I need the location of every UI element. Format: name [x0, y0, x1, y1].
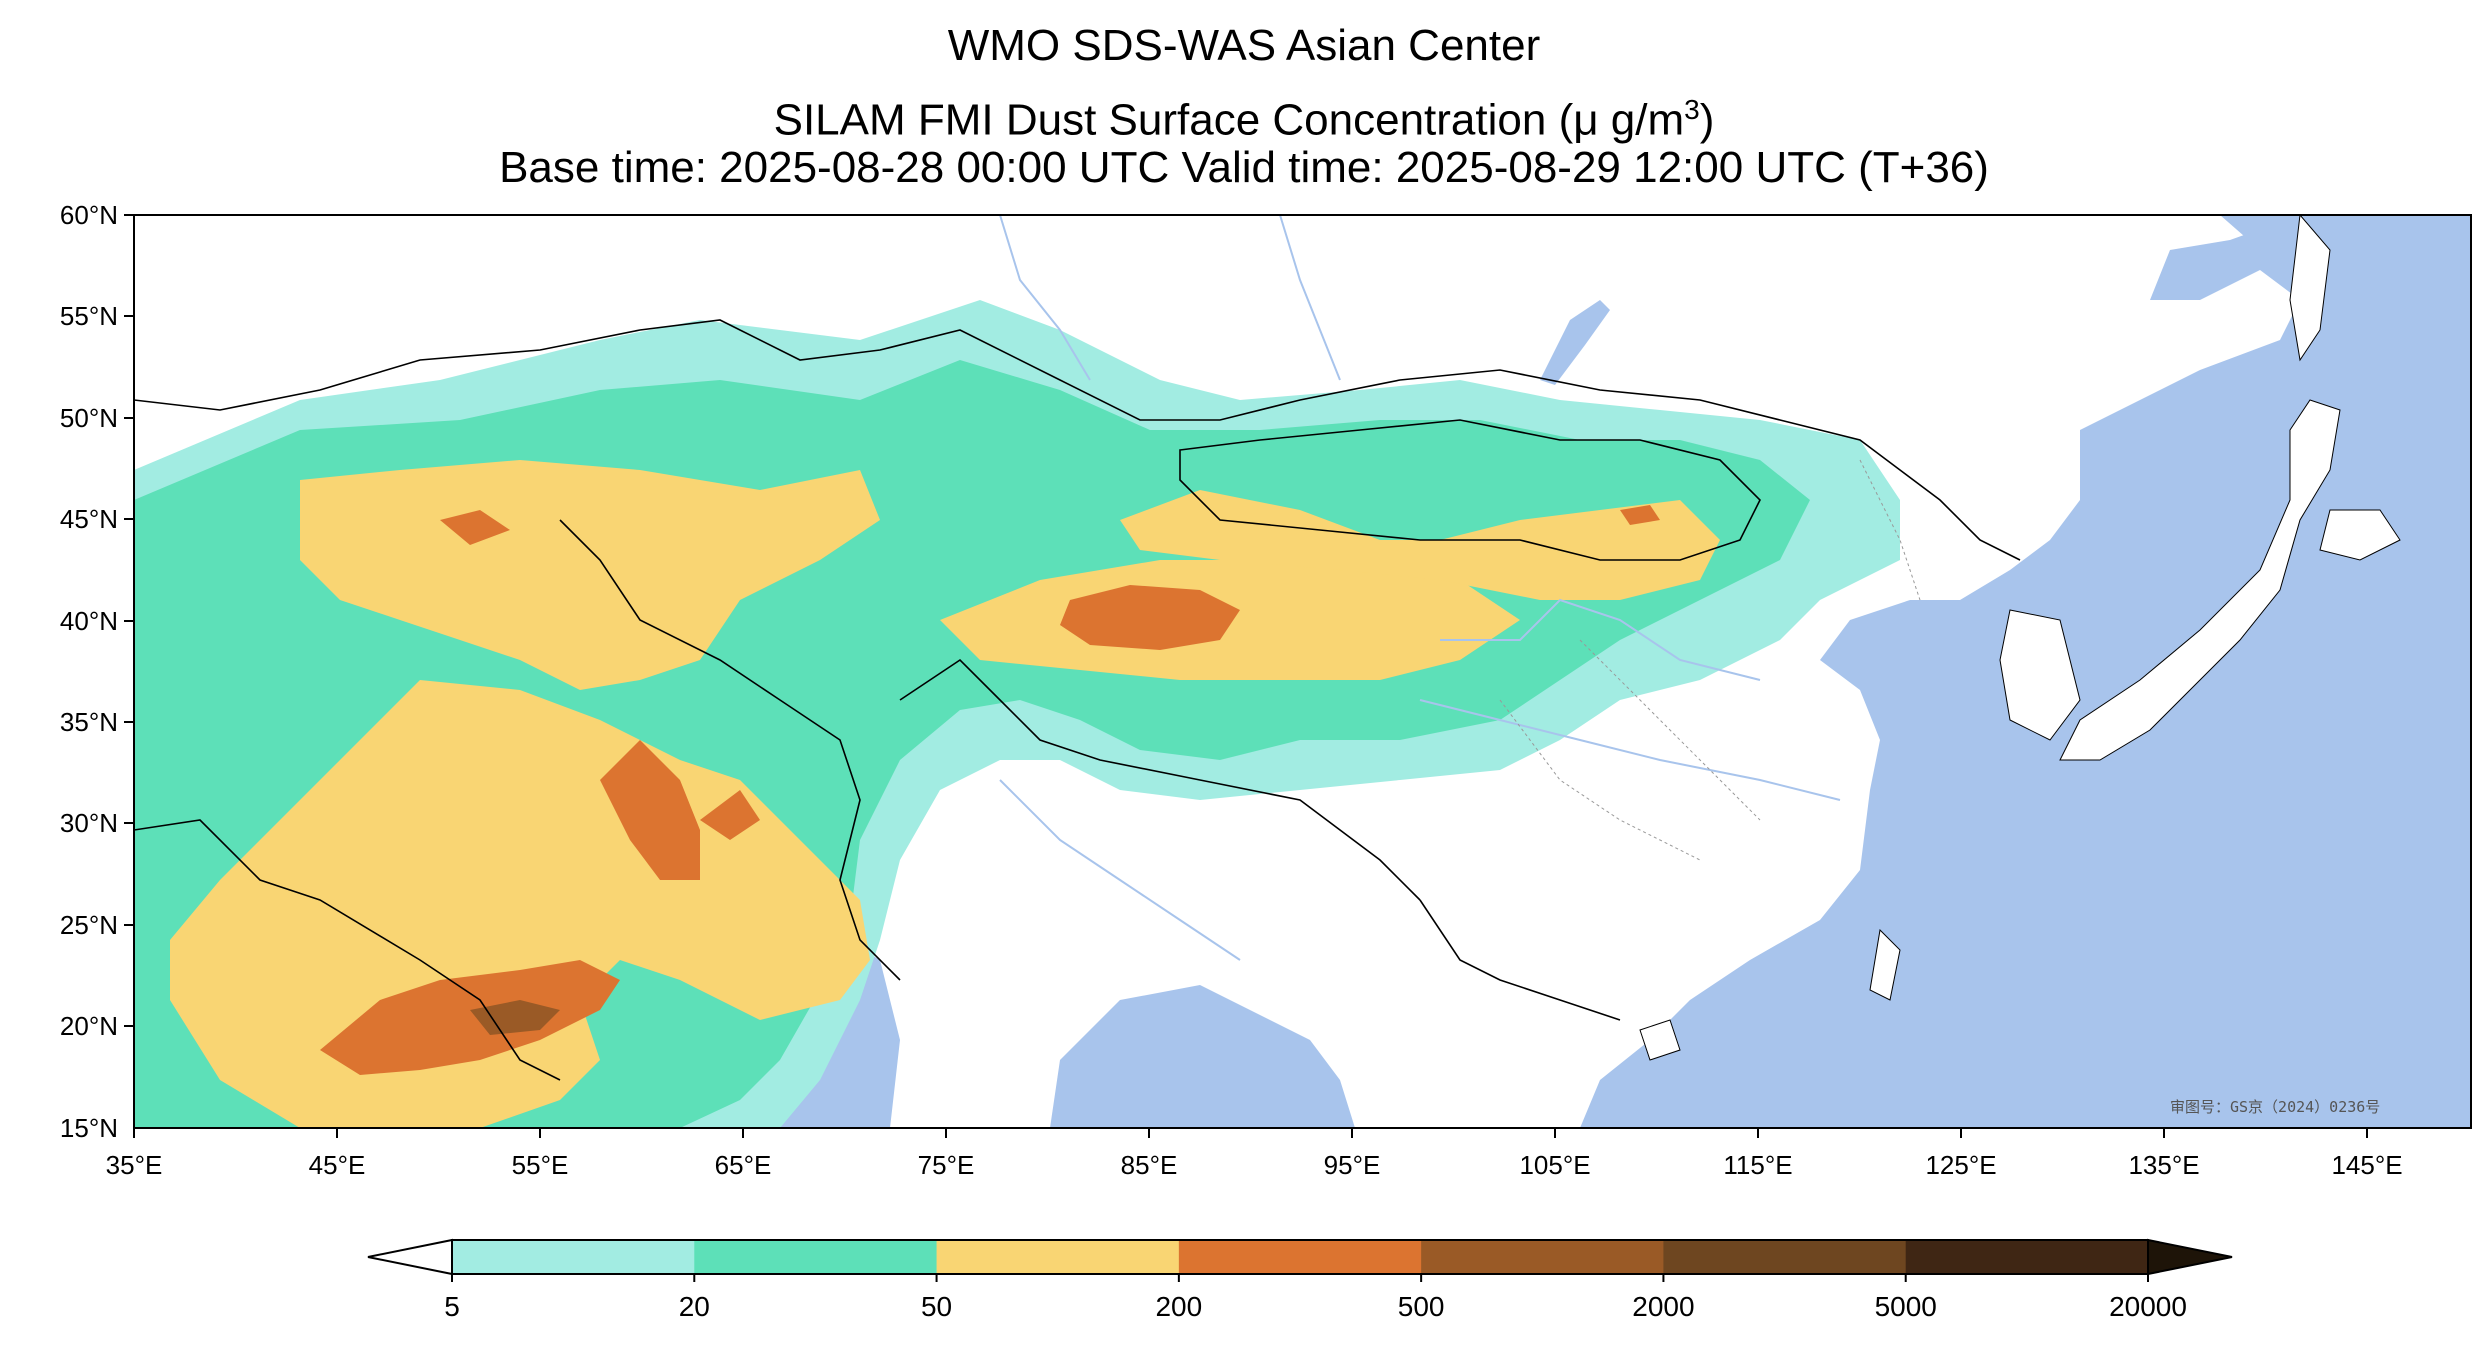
- lon-tick-label: 45°E: [309, 1150, 366, 1180]
- borders-layer: [134, 319, 2021, 1081]
- dust-200-gobi-spot: [1620, 505, 1660, 525]
- river-ob: [999, 215, 1091, 381]
- hokkaido-island: [2319, 509, 2401, 561]
- bay-of-bengal: [1050, 985, 1355, 1128]
- lat-labels: 60°N 55°N 50°N 45°N 40°N 35°N 30°N 25°N …: [60, 200, 118, 1143]
- lon-tick-label: 35°E: [106, 1150, 163, 1180]
- dust-level-50-200: [170, 460, 1720, 1128]
- lat-tick-label: 45°N: [60, 504, 118, 534]
- border-se-asia: [1419, 899, 1621, 1021]
- lat-tick-label: 25°N: [60, 910, 118, 940]
- sakhalin-island: [2289, 215, 2331, 362]
- unit-exponent: 3: [1684, 94, 1700, 125]
- dust-200-sistan: [700, 790, 760, 840]
- colorbar-level-label: 50: [921, 1291, 952, 1322]
- colorbar-level-label: 5: [444, 1291, 460, 1322]
- colorbar-over-arrow: [2147, 1238, 2233, 1276]
- colorbar-under-arrow: [367, 1238, 453, 1276]
- map-subtitle: SILAM FMI Dust Surface Concentration (μ …: [0, 84, 2488, 147]
- lon-tick-label: 135°E: [2128, 1150, 2199, 1180]
- province-line-2: [1579, 639, 1761, 821]
- colorbar-level-label: 5000: [1875, 1291, 1937, 1322]
- islands-layer: [1639, 215, 2401, 1061]
- lon-tick-label: 95°E: [1324, 1150, 1381, 1180]
- colorbar-segment: [1663, 1240, 1907, 1274]
- lat-tick-label: 20°N: [60, 1011, 118, 1041]
- lon-tick-label: 55°E: [512, 1150, 569, 1180]
- map-watermark: 审图号：GS京（2024）0236号: [2170, 1098, 2380, 1116]
- province-line-1: [1499, 699, 1701, 861]
- dust-200-aral: [440, 510, 510, 545]
- lat-tick-label: 50°N: [60, 403, 118, 433]
- colorbar-level-label: 2000: [1632, 1291, 1694, 1322]
- dust-level-200-500: [320, 505, 1660, 1075]
- border-central-asia: [559, 519, 901, 981]
- lake-baikal: [1540, 300, 1610, 385]
- lon-tick-label: 65°E: [715, 1150, 772, 1180]
- border-mongolia: [1179, 419, 1761, 561]
- border-russia-south: [134, 319, 2021, 561]
- colorbar-segment: [694, 1240, 938, 1274]
- colorbar-segments: [452, 1240, 2149, 1274]
- colorbar-labels: 5 20 50 200 500 2000 5000 20000: [444, 1274, 2187, 1322]
- colorbar-level-label: 200: [1155, 1291, 1202, 1322]
- lon-labels: 35°E 45°E 55°E 65°E 75°E 85°E 95°E 105°E…: [106, 1150, 2403, 1180]
- lon-tick-label: 105°E: [1519, 1150, 1590, 1180]
- dust-500-spot: [470, 1000, 560, 1035]
- subtitle-close: ): [1699, 95, 1715, 145]
- river-yellow: [1440, 598, 1761, 681]
- lon-tick-label: 75°E: [918, 1150, 975, 1180]
- dust-level-500-2000: [470, 1000, 560, 1035]
- river-yenisei: [1279, 215, 1341, 381]
- lon-tick-label: 85°E: [1121, 1150, 1178, 1180]
- dust-200-taklimakan: [1060, 585, 1240, 650]
- dust-50-central-asia: [300, 460, 880, 690]
- korea-peninsula: [1999, 609, 2081, 741]
- dust-50-gobi: [1120, 490, 1720, 600]
- hainan-island: [1639, 1019, 1681, 1061]
- colorbar-segment: [1905, 1240, 2149, 1274]
- river-yangtze: [1419, 699, 1841, 801]
- map-frame: [133, 214, 2472, 1129]
- dust-200-rub-al-khali: [320, 960, 620, 1075]
- dust-200-iran-east: [600, 740, 700, 880]
- axis-ticks: [124, 214, 2368, 1138]
- map-area: 审图号：GS京（2024）0236号: [134, 215, 2471, 1128]
- japan-island: [2059, 399, 2341, 761]
- lon-tick-label: 115°E: [1723, 1150, 1792, 1180]
- colorbar-level-label: 20: [679, 1291, 710, 1322]
- lon-tick-label: 125°E: [1925, 1150, 1996, 1180]
- rivers-layer: [999, 215, 1841, 961]
- colorbar-level-label: 500: [1398, 1291, 1445, 1322]
- colorbar-segment: [1421, 1240, 1664, 1274]
- lat-tick-label: 40°N: [60, 606, 118, 636]
- taiwan-island: [1869, 928, 1901, 1001]
- okhotsk-bay: [2220, 215, 2320, 250]
- lat-tick-label: 55°N: [60, 301, 118, 331]
- colorbar-segment: [936, 1240, 1180, 1274]
- lon-tick-label: 145°E: [2331, 1150, 2402, 1180]
- border-china-south: [899, 658, 1421, 901]
- colorbar-frame: [451, 1239, 2149, 1275]
- dust-50-middle-east: [170, 680, 870, 1128]
- unit-text: μ g/m: [1573, 95, 1685, 145]
- border-arabia: [134, 819, 561, 1081]
- lat-tick-label: 60°N: [60, 200, 118, 230]
- province-lines: [1499, 459, 1921, 861]
- colorbar: 5 20 50 200 500 2000 5000 20000: [367, 1238, 2233, 1322]
- subtitle-text: SILAM FMI Dust Surface Concentration (: [773, 95, 1574, 145]
- lat-tick-label: 15°N: [60, 1113, 118, 1143]
- colorbar-segment: [452, 1240, 695, 1274]
- colorbar-level-label: 20000: [2109, 1291, 2187, 1322]
- lat-tick-label: 30°N: [60, 808, 118, 838]
- time-info: Base time: 2025-08-28 00:00 UTC Valid ti…: [499, 143, 1989, 192]
- map-title: WMO SDS-WAS Asian Center: [947, 21, 1541, 70]
- lat-tick-label: 35°N: [60, 707, 118, 737]
- colorbar-segment: [1178, 1240, 1422, 1274]
- river-ganges: [999, 779, 1241, 961]
